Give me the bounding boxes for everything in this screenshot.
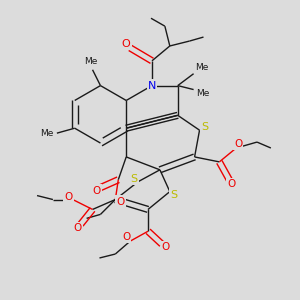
Text: O: O <box>227 179 236 189</box>
Text: Me: Me <box>84 57 97 66</box>
Text: O: O <box>116 196 124 206</box>
Text: N: N <box>148 81 156 91</box>
Text: O: O <box>74 223 82 233</box>
Text: O: O <box>162 242 170 252</box>
Text: Me: Me <box>40 129 54 138</box>
Text: S: S <box>201 122 208 132</box>
Text: S: S <box>170 190 177 200</box>
Text: O: O <box>92 186 101 196</box>
Text: O: O <box>64 192 73 202</box>
Text: O: O <box>122 232 130 242</box>
Text: O: O <box>234 139 242 149</box>
Text: Me: Me <box>195 63 208 72</box>
Text: Me: Me <box>196 89 209 98</box>
Text: S: S <box>130 174 138 184</box>
Text: O: O <box>122 39 130 49</box>
